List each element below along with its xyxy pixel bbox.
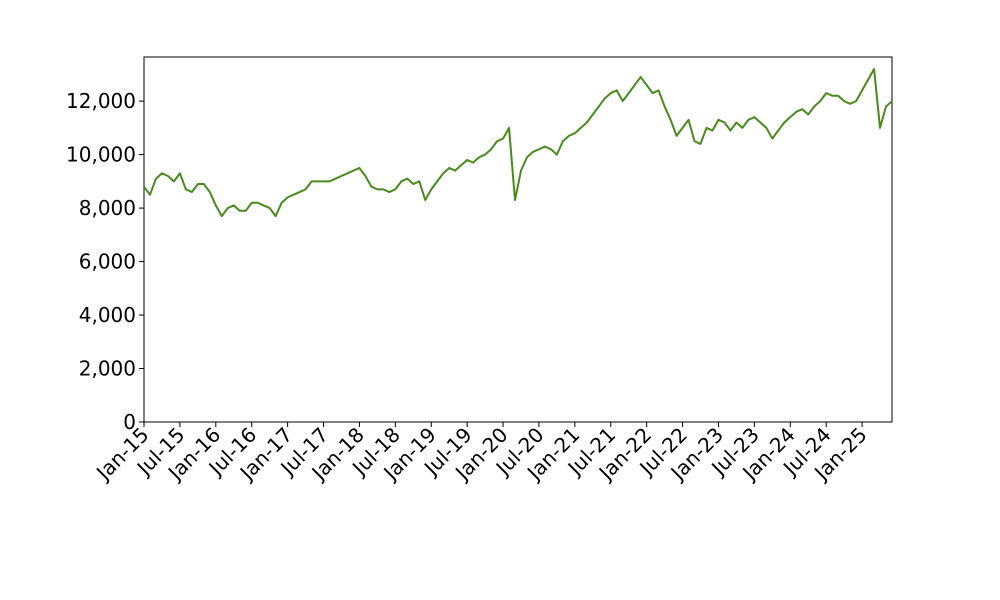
y-tick-label: 0 — [123, 410, 136, 434]
y-tick-label: 4,000 — [79, 303, 136, 327]
y-tick-label: 10,000 — [66, 143, 136, 167]
data-line — [143, 68, 893, 218]
y-tick-label: 6,000 — [79, 250, 136, 274]
y-tick-label: 12,000 — [66, 89, 136, 113]
plot-frame — [143, 56, 893, 423]
y-tick-label: 8,000 — [79, 196, 136, 220]
y-tick-label: 2,000 — [79, 357, 136, 381]
